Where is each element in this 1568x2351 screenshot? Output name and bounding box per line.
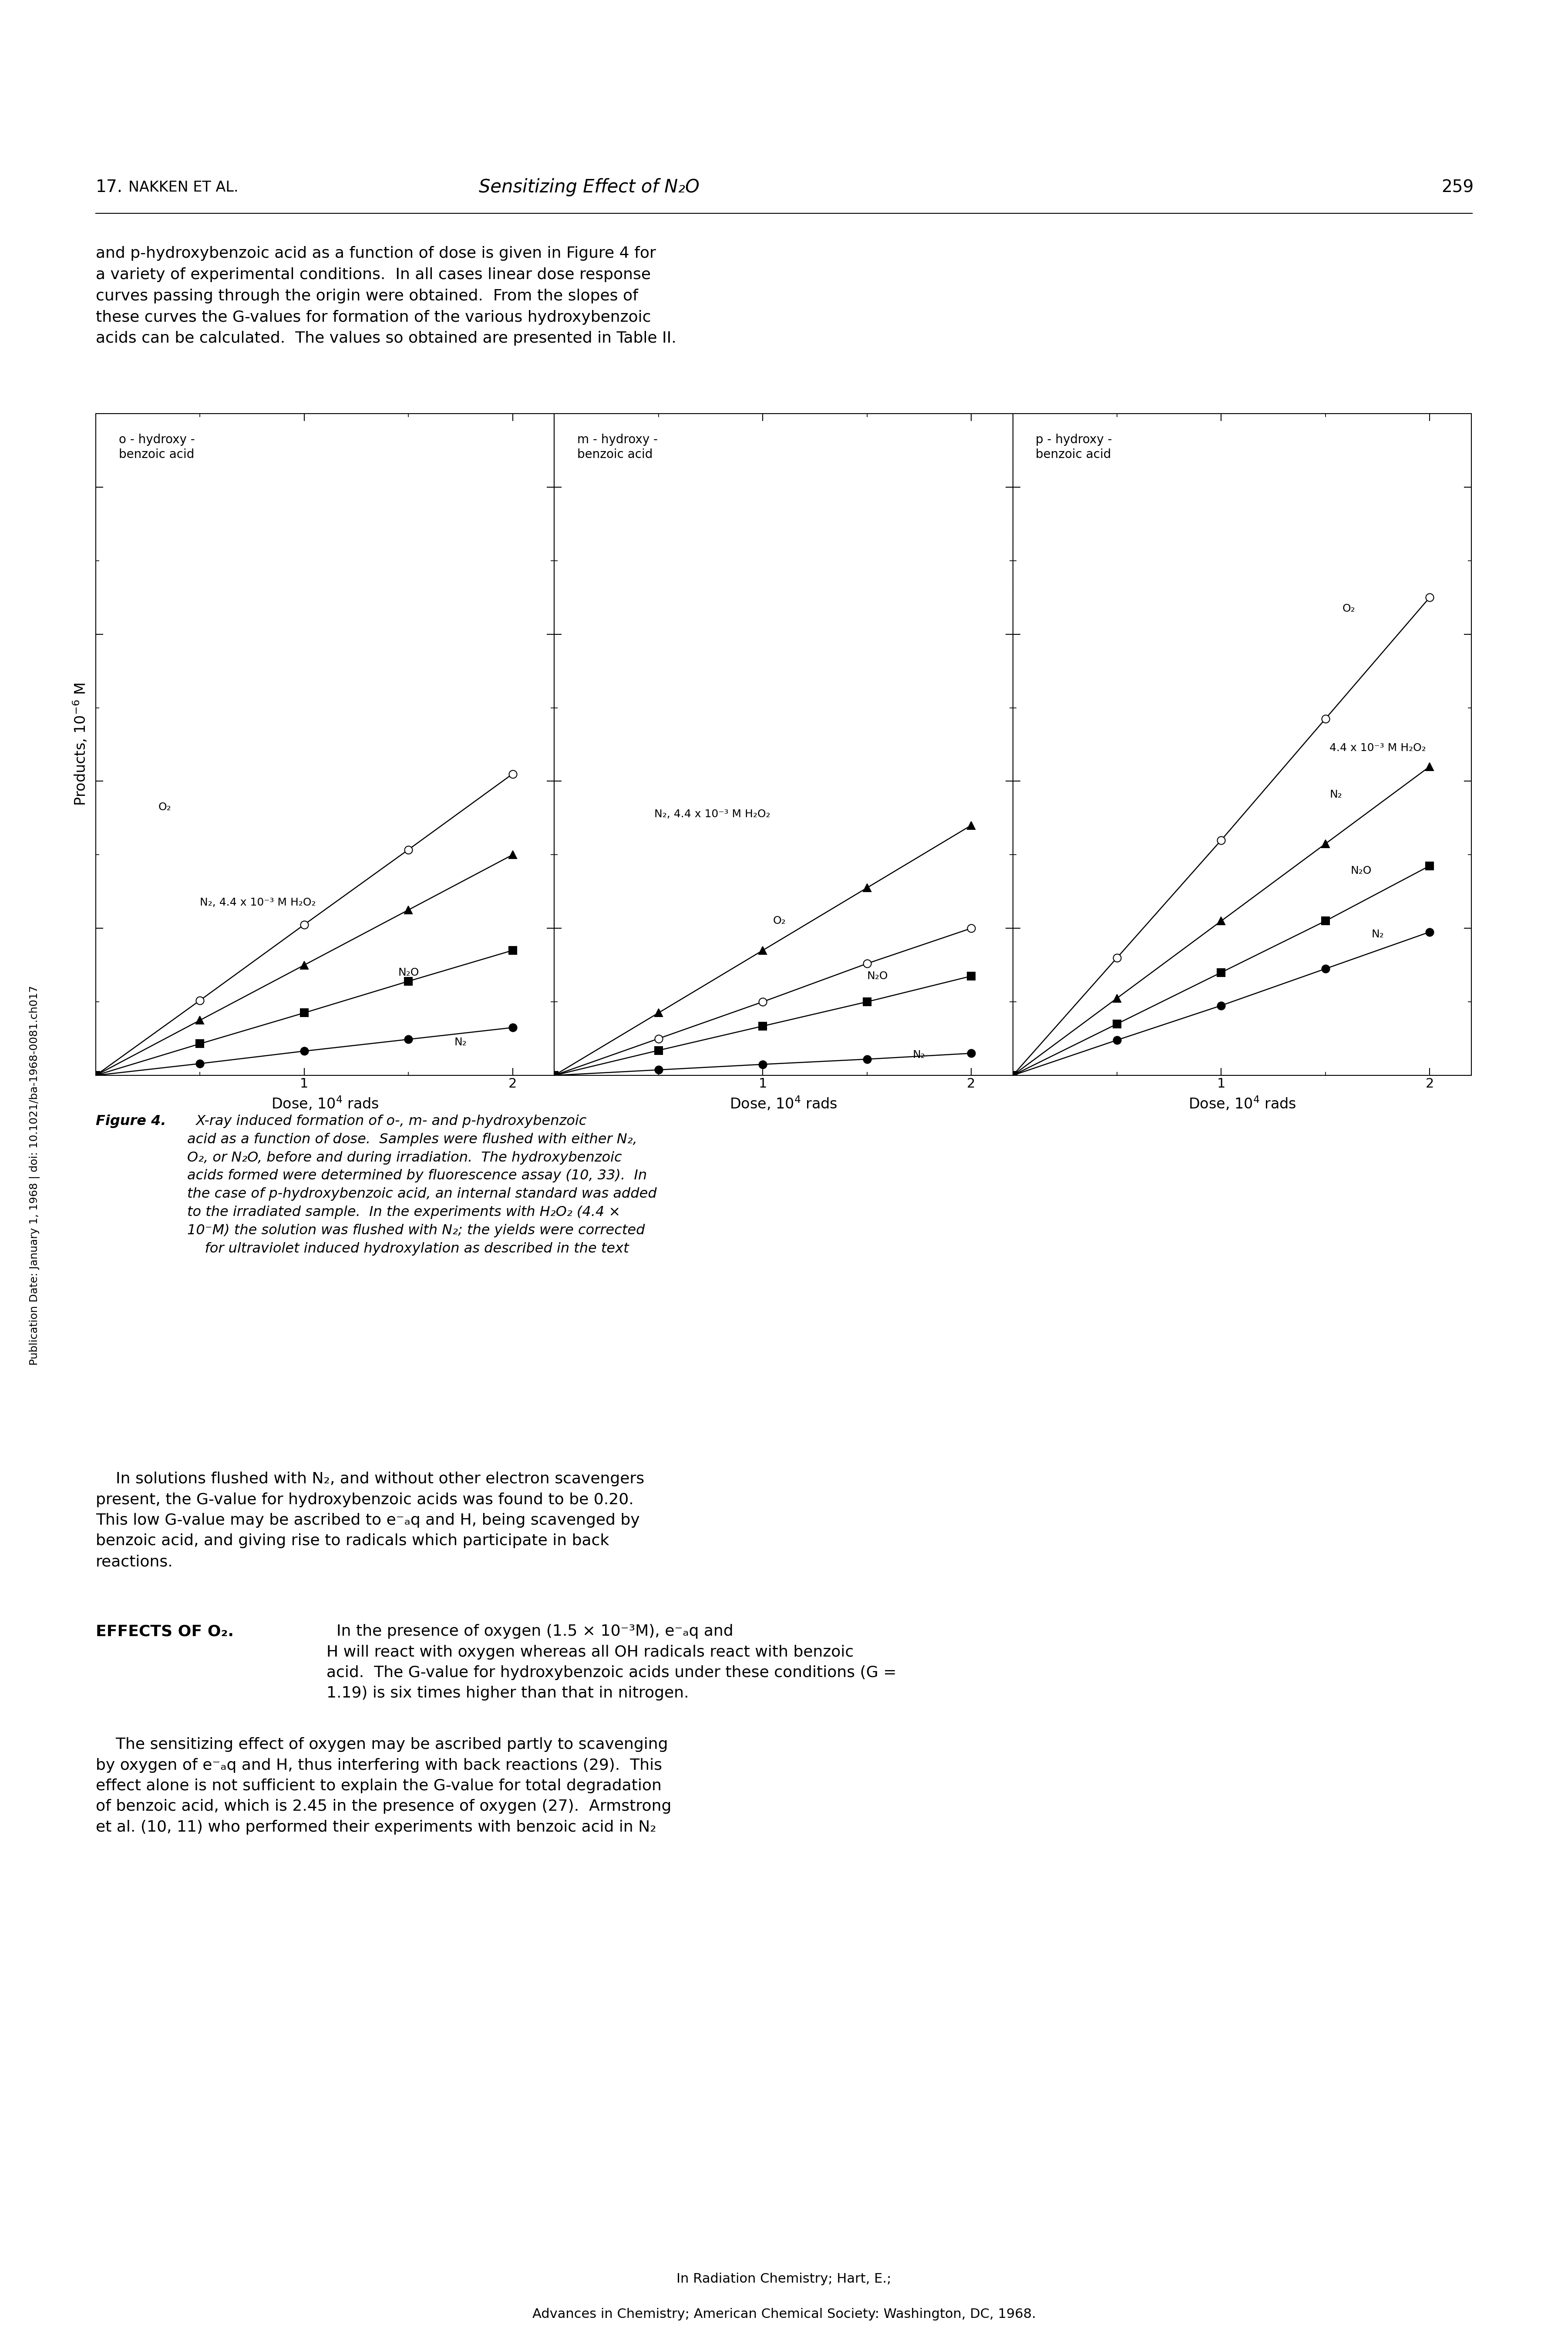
Text: N₂, 4.4 x 10⁻³ M H₂O₂: N₂, 4.4 x 10⁻³ M H₂O₂ bbox=[201, 898, 317, 907]
Text: N₂O: N₂O bbox=[1350, 865, 1372, 877]
Text: The sensitizing effect of oxygen may be ascribed partly to scavenging
by oxygen : The sensitizing effect of oxygen may be … bbox=[96, 1737, 671, 1834]
Text: and p-hydroxybenzoic acid as a function of dose is given in Figure 4 for
a varie: and p-hydroxybenzoic acid as a function … bbox=[96, 247, 676, 346]
Text: o - hydroxy -
benzoic acid: o - hydroxy - benzoic acid bbox=[119, 433, 194, 461]
Text: N₂: N₂ bbox=[1372, 929, 1385, 940]
Text: X-ray induced formation of o-, m- and p-hydroxybenzoic
acid as a function of dos: X-ray induced formation of o-, m- and p-… bbox=[187, 1114, 657, 1255]
Text: Figure 4.: Figure 4. bbox=[96, 1114, 166, 1128]
Text: Publication Date: January 1, 1968 | doi: 10.1021/ba-1968-0081.ch017: Publication Date: January 1, 1968 | doi:… bbox=[30, 985, 39, 1366]
X-axis label: Dose, 10$^4$ rads: Dose, 10$^4$ rads bbox=[271, 1096, 379, 1112]
Text: 4.4 x 10⁻³ M H₂O₂: 4.4 x 10⁻³ M H₂O₂ bbox=[1330, 743, 1427, 752]
Text: In Radiation Chemistry; Hart, E.;: In Radiation Chemistry; Hart, E.; bbox=[677, 2273, 891, 2285]
Text: In solutions flushed with N₂, and without other electron scavengers
present, the: In solutions flushed with N₂, and withou… bbox=[96, 1472, 644, 1568]
Text: p - hydroxy -
benzoic acid: p - hydroxy - benzoic acid bbox=[1036, 433, 1112, 461]
Text: 17.: 17. bbox=[96, 179, 122, 195]
Text: N₂O: N₂O bbox=[398, 966, 419, 978]
Text: N₂, 4.4 x 10⁻³ M H₂O₂: N₂, 4.4 x 10⁻³ M H₂O₂ bbox=[654, 809, 770, 820]
Text: EFFECTS OF O₂.: EFFECTS OF O₂. bbox=[96, 1625, 234, 1639]
Text: 259: 259 bbox=[1441, 179, 1474, 195]
Text: N₂: N₂ bbox=[913, 1049, 925, 1060]
Text: N₂: N₂ bbox=[455, 1037, 467, 1049]
X-axis label: Dose, 10$^4$ rads: Dose, 10$^4$ rads bbox=[729, 1096, 837, 1112]
Text: O₂: O₂ bbox=[158, 802, 171, 811]
Text: Advances in Chemistry; American Chemical Society: Washington, DC, 1968.: Advances in Chemistry; American Chemical… bbox=[532, 2309, 1036, 2320]
Text: m - hydroxy -
benzoic acid: m - hydroxy - benzoic acid bbox=[577, 433, 657, 461]
Text: N₂: N₂ bbox=[1330, 790, 1342, 799]
Text: NAKKEN ET AL.: NAKKEN ET AL. bbox=[129, 181, 238, 195]
Y-axis label: Products, 10$^{-6}$ M: Products, 10$^{-6}$ M bbox=[72, 682, 89, 806]
X-axis label: Dose, 10$^4$ rads: Dose, 10$^4$ rads bbox=[1189, 1096, 1297, 1112]
Text: O₂: O₂ bbox=[773, 917, 786, 926]
Text: Sensitizing Effect of N₂O: Sensitizing Effect of N₂O bbox=[478, 179, 699, 197]
Text: In the presence of oxygen (1.5 × 10⁻³M), e⁻ₐq and
H will react with oxygen where: In the presence of oxygen (1.5 × 10⁻³M),… bbox=[326, 1625, 897, 1700]
Text: N₂O: N₂O bbox=[867, 971, 887, 980]
Text: O₂: O₂ bbox=[1342, 604, 1355, 614]
